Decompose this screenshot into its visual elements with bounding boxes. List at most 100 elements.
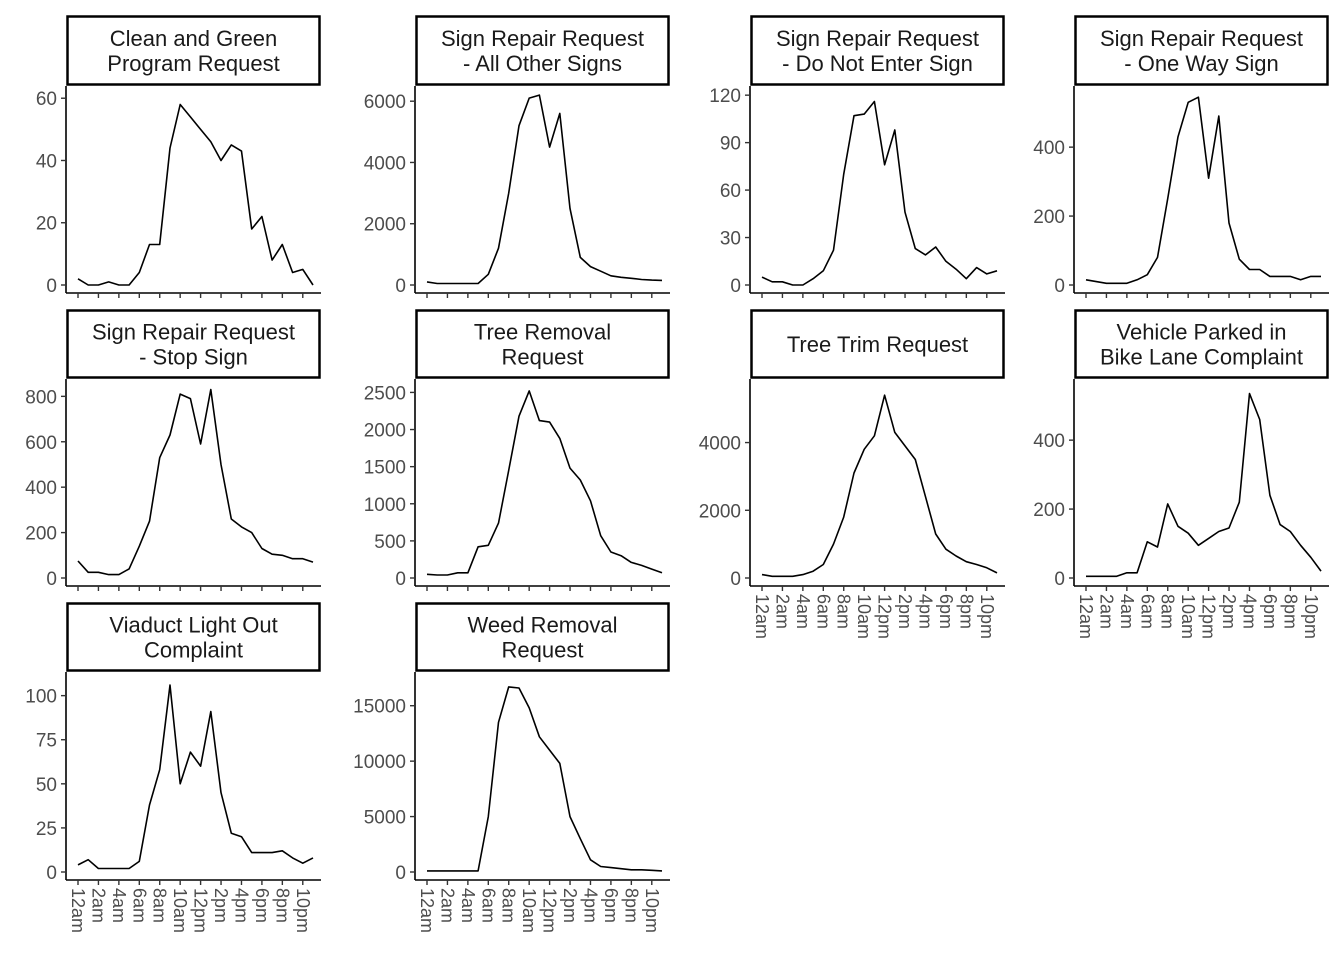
y-tick-label: 500: [374, 532, 406, 553]
facet-strip: [66, 309, 321, 379]
y-tick-label: 30: [720, 229, 741, 250]
series-line: [1085, 96, 1321, 285]
x-tick-label: 8pm: [1280, 594, 1300, 629]
facet-title: Request: [502, 638, 584, 663]
y-tick-label: 400: [1033, 431, 1065, 452]
x-tick-label: 6pm: [1260, 594, 1280, 629]
x-tick-label: 4pm: [1239, 594, 1259, 629]
facet-title: Complaint: [144, 638, 243, 663]
y-tick-label: 0: [1054, 276, 1065, 297]
facet-strip: [66, 602, 321, 672]
y-tick-label: 40: [36, 151, 57, 172]
y-tick-label: 20: [36, 214, 57, 235]
y-tick-label: 5000: [364, 808, 406, 829]
series-line: [77, 388, 314, 576]
facet-title: Tree Trim Request: [787, 332, 968, 357]
x-tick-label: 10pm: [293, 888, 313, 933]
x-tick-label: 10am: [170, 888, 190, 933]
facet-title: Tree Removal: [474, 320, 611, 345]
x-tick-label: 2pm: [895, 594, 915, 629]
x-tick-label: 10am: [854, 594, 874, 639]
y-tick-label: 0: [1054, 569, 1065, 590]
x-tick-label: 6pm: [252, 888, 272, 923]
x-tick-label: 6pm: [936, 594, 956, 629]
x-tick-label: 2pm: [1219, 594, 1239, 629]
series-line: [77, 103, 314, 286]
x-tick-label: 10pm: [1301, 594, 1321, 639]
y-tick-label: 2500: [364, 383, 406, 404]
y-tick-label: 0: [395, 569, 406, 590]
x-tick-label: 12am: [417, 888, 437, 933]
facet-strip: [66, 15, 321, 86]
y-tick-label: 0: [730, 276, 741, 297]
x-tick-label: 8pm: [272, 888, 292, 923]
y-tick-label: 90: [720, 134, 741, 155]
facet-title: Sign Repair Request: [92, 320, 295, 345]
x-tick-label: 6am: [813, 594, 833, 629]
x-tick-label: 10pm: [642, 888, 662, 933]
y-tick-label: 100: [25, 687, 57, 708]
x-tick-label: 2am: [1096, 594, 1116, 629]
x-tick-label: 4am: [793, 594, 813, 629]
y-tick-label: 15000: [353, 697, 406, 718]
y-tick-label: 400: [1033, 138, 1065, 159]
y-tick-label: 75: [36, 731, 57, 752]
facet-title: Viaduct Light Out: [109, 613, 277, 638]
y-tick-label: 0: [46, 863, 57, 884]
y-tick-label: 10000: [353, 752, 406, 773]
series-line: [761, 100, 998, 286]
x-tick-label: 4am: [458, 888, 478, 923]
y-tick-label: 120: [709, 86, 741, 107]
x-tick-label: 12am: [752, 594, 772, 639]
x-tick-label: 12pm: [875, 594, 895, 639]
y-tick-label: 6000: [364, 92, 406, 113]
y-tick-label: 2000: [699, 501, 741, 522]
x-tick-label: 4am: [1117, 594, 1137, 629]
x-tick-label: 6am: [478, 888, 498, 923]
facet-title: Bike Lane Complaint: [1100, 345, 1303, 370]
x-tick-label: 6pm: [601, 888, 621, 923]
x-tick-label: 12pm: [1199, 594, 1219, 639]
x-tick-label: 8am: [834, 594, 854, 629]
facet-title: Clean and Green: [110, 26, 278, 51]
facet-strip: [1074, 309, 1329, 379]
x-tick-label: 12am: [1076, 594, 1096, 639]
x-tick-label: 2pm: [211, 888, 231, 923]
x-tick-label: 2pm: [560, 888, 580, 923]
y-tick-label: 200: [25, 524, 57, 545]
x-tick-label: 6am: [1137, 594, 1157, 629]
y-tick-label: 400: [25, 478, 57, 499]
facet-title: Weed Removal: [468, 613, 618, 638]
facet-title: - All Other Signs: [463, 51, 622, 76]
x-tick-label: 12am: [68, 888, 88, 933]
y-tick-label: 2000: [364, 215, 406, 236]
series-line: [426, 94, 663, 285]
facet-title: Request: [502, 345, 584, 370]
facet-strip: [415, 602, 670, 672]
y-tick-label: 4000: [364, 153, 406, 174]
x-tick-label: 2am: [437, 888, 457, 923]
y-tick-label: 60: [720, 181, 741, 202]
facet-title: - One Way Sign: [1124, 51, 1278, 76]
facet-title: - Do Not Enter Sign: [782, 51, 973, 76]
x-tick-label: 4pm: [915, 594, 935, 629]
x-tick-label: 10am: [519, 888, 539, 933]
facet-strip: [415, 309, 670, 379]
y-tick-label: 800: [25, 387, 57, 408]
y-tick-label: 0: [395, 863, 406, 884]
y-tick-label: 0: [395, 276, 406, 297]
y-tick-label: 1000: [364, 495, 406, 516]
y-tick-label: 50: [36, 775, 57, 796]
y-tick-label: 60: [36, 89, 57, 110]
facet-title: Program Request: [107, 51, 279, 76]
x-tick-label: 10pm: [977, 594, 997, 639]
facet-title: Sign Repair Request: [776, 26, 979, 51]
y-tick-label: 0: [730, 569, 741, 590]
facet-strip: [415, 15, 670, 86]
x-tick-label: 4am: [109, 888, 129, 923]
x-tick-label: 2am: [772, 594, 792, 629]
y-tick-label: 0: [46, 276, 57, 297]
x-tick-label: 12pm: [191, 888, 211, 933]
